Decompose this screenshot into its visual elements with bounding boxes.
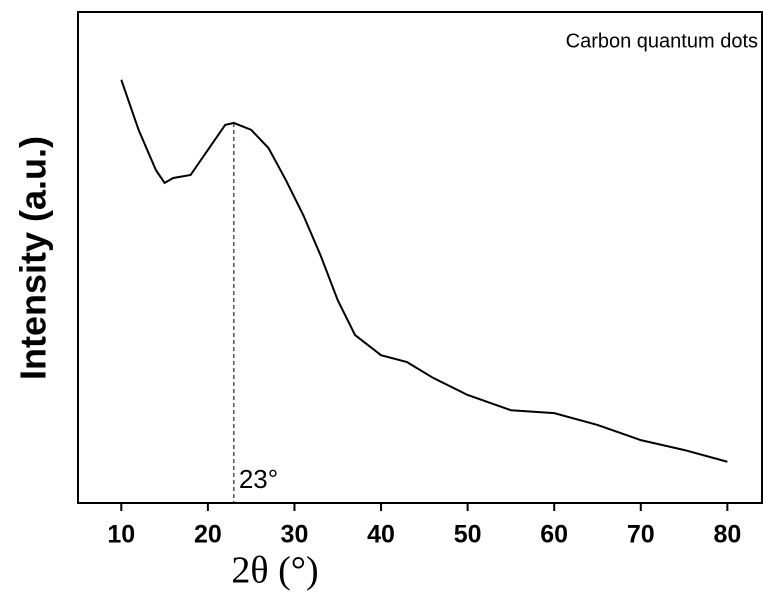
x-tick-label: 80 <box>713 521 741 549</box>
x-tick-label: 60 <box>540 521 568 549</box>
x-axis-label: 2θ (°) <box>231 550 318 592</box>
plot-frame <box>77 11 763 504</box>
x-tick-label: 70 <box>627 521 655 549</box>
x-tick-label: 20 <box>194 521 222 549</box>
x-tick-label: 50 <box>454 521 482 549</box>
annotation-label: 23° <box>239 464 278 494</box>
x-tick-label: 40 <box>367 521 395 549</box>
legend-label: Carbon quantum dots <box>566 30 758 52</box>
y-axis-label: Intensity (a.u.) <box>13 136 54 380</box>
x-tick-label: 10 <box>107 521 135 549</box>
data-line <box>120 79 728 463</box>
x-tick-label: 30 <box>281 521 309 549</box>
